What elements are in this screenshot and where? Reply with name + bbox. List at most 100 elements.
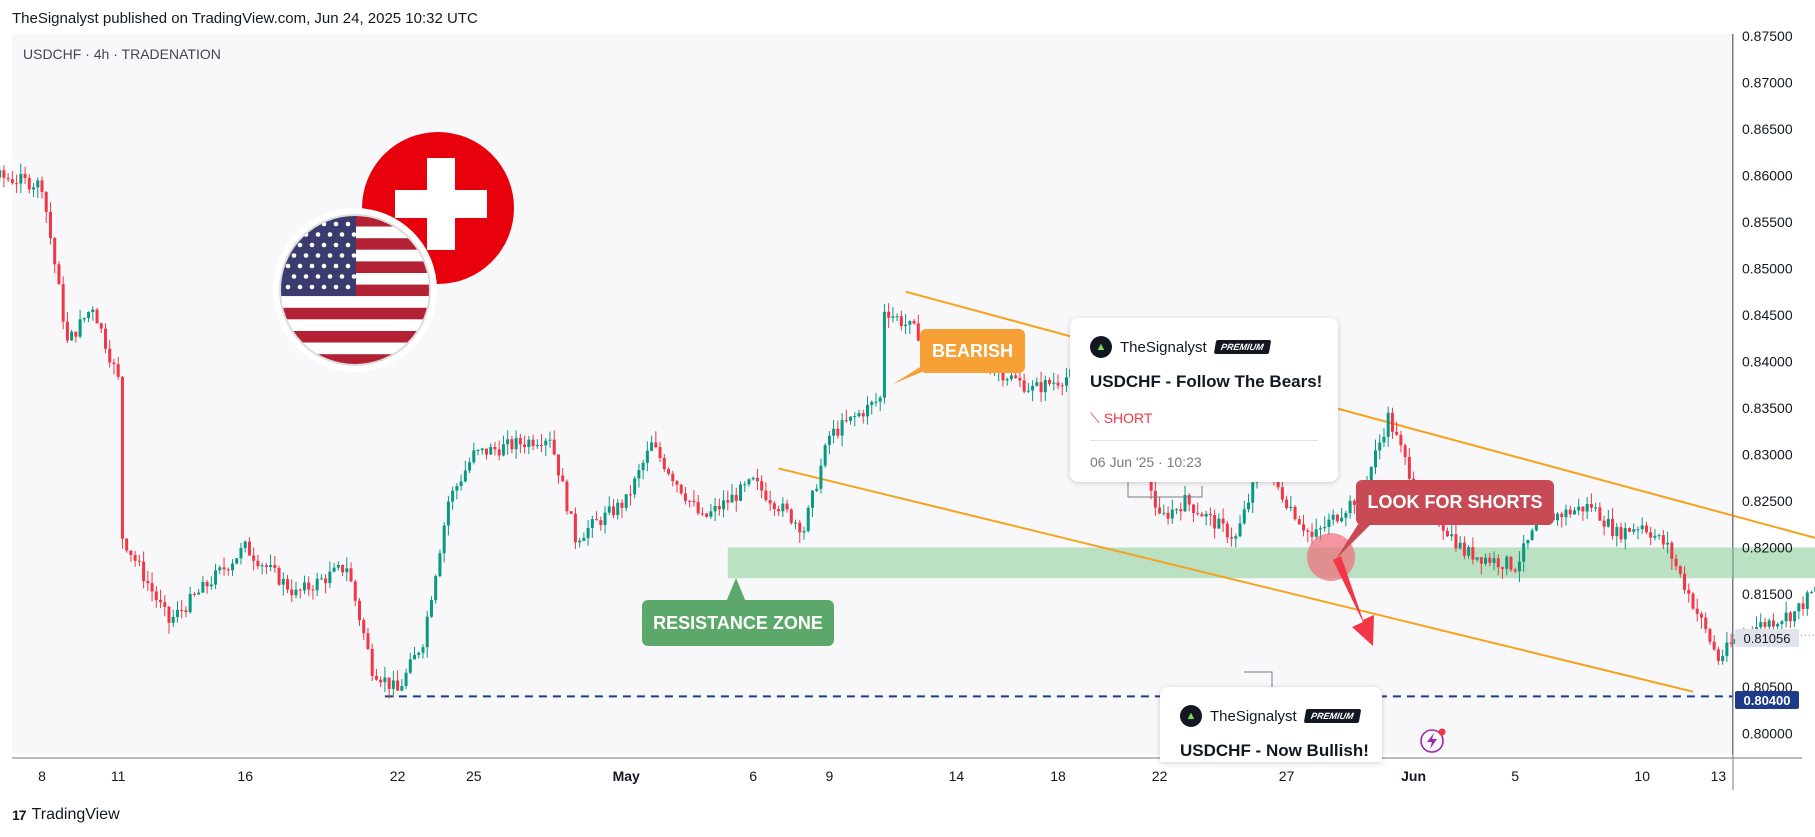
candle-body: [1407, 457, 1411, 479]
candle-body: [810, 490, 814, 508]
candle-body: [387, 677, 391, 689]
x-tick-label: 10: [1634, 768, 1650, 784]
candle-body: [739, 484, 742, 501]
author-name[interactable]: TheSignalyst: [1120, 338, 1207, 356]
candle-body: [1043, 379, 1047, 393]
x-tick-label: 6: [749, 768, 757, 784]
look-for-shorts-callout[interactable]: LOOK FOR SHORTS: [1356, 480, 1554, 525]
candle-body: [586, 527, 590, 539]
candle-body: [1623, 528, 1627, 540]
footer-brand[interactable]: TradingView: [31, 806, 120, 823]
idea-author[interactable]: ▲ TheSignalyst PREMIUM: [1180, 705, 1361, 727]
candle-body: [40, 180, 44, 193]
candle-body: [311, 589, 315, 591]
candle-body: [1001, 370, 1005, 381]
short-arrow[interactable]: [1333, 556, 1374, 646]
candle-body: [269, 564, 273, 567]
candle-body: [1691, 593, 1695, 609]
candle-body: [1458, 542, 1462, 549]
flag-star: [333, 242, 339, 248]
candle-body: [1183, 494, 1187, 512]
candle-body: [472, 450, 476, 463]
tradingview-logo-icon[interactable]: 17: [12, 807, 27, 823]
candle-body: [675, 481, 679, 485]
resistance-zone[interactable]: [727, 547, 1815, 579]
card-connector: [1127, 482, 1203, 498]
candle-body: [908, 320, 912, 325]
candle-body: [645, 450, 649, 463]
candle-body: [480, 448, 484, 451]
candle-body: [832, 428, 836, 436]
candle-body: [328, 571, 332, 584]
candle-body: [734, 494, 738, 501]
candle-body: [1666, 542, 1670, 545]
idea-author[interactable]: ▲ TheSignalyst PREMIUM: [1090, 336, 1271, 358]
candle-body: [1064, 377, 1068, 386]
x-tick-label: 11: [111, 768, 126, 784]
candle-body: [1522, 543, 1526, 562]
candle-body: [1323, 527, 1327, 529]
candle-body: [1810, 591, 1814, 593]
symbol-legend[interactable]: USDCHF · 4h · TRADENATION: [23, 46, 221, 62]
candle-body: [1026, 390, 1030, 392]
chart-panel[interactable]: [12, 34, 1732, 754]
candle-body: [1556, 513, 1560, 521]
candle-body: [104, 328, 107, 349]
author-name[interactable]: TheSignalyst: [1210, 707, 1297, 725]
flag-star: [285, 263, 291, 269]
candle-body: [1399, 434, 1403, 446]
candle-body: [243, 541, 247, 549]
candle-body: [341, 564, 345, 573]
candle-body: [489, 446, 493, 455]
candle-body: [1653, 535, 1657, 538]
candle-body: [197, 592, 201, 595]
candle-body: [1805, 592, 1809, 609]
channel-lower-line[interactable]: [778, 467, 1694, 693]
candle-body: [1060, 385, 1064, 387]
idea-card-now-bullish[interactable]: ▲ TheSignalyst PREMIUM USDCHF - Now Bull…: [1160, 687, 1382, 762]
candle-body: [789, 509, 793, 523]
flag-star: [327, 232, 333, 237]
candle-body: [1649, 532, 1653, 538]
resistance-zone-callout[interactable]: RESISTANCE ZONE: [642, 600, 834, 646]
candle-body: [497, 449, 501, 456]
flag-star: [327, 253, 333, 258]
candle-body: [273, 564, 277, 568]
candle-body: [1763, 622, 1767, 627]
candle-body: [857, 413, 861, 417]
candle-body: [1678, 566, 1682, 574]
candle-body: [99, 323, 103, 329]
candle-body: [1208, 513, 1212, 515]
lightning-icon[interactable]: [1418, 726, 1448, 756]
candle-body: [277, 567, 281, 585]
flag-star: [333, 221, 339, 227]
idea-card-follow-bears[interactable]: ▲ TheSignalyst PREMIUM USDCHF - Follow T…: [1070, 318, 1338, 482]
candle-body: [777, 509, 781, 512]
candle-body: [1450, 534, 1454, 537]
resistance-callout-pointer: [726, 578, 746, 602]
candle-body: [1517, 561, 1521, 572]
candle-body: [468, 462, 472, 471]
candle-body: [823, 445, 827, 466]
flag-star: [297, 284, 303, 290]
candle-body: [1462, 542, 1466, 556]
bearish-callout[interactable]: BEARISH: [920, 329, 1025, 373]
candle-body: [294, 589, 298, 596]
candle-body: [391, 680, 395, 689]
author-logo-icon: ▲: [1180, 705, 1202, 727]
bearish-callout-pointer: [893, 362, 946, 384]
flag-stripe: [280, 342, 430, 355]
candle-body: [688, 500, 692, 502]
idea-title[interactable]: USDCHF - Now Bullish!: [1180, 741, 1369, 760]
flag-star: [315, 253, 321, 258]
card-divider: [1090, 440, 1318, 441]
y-tick-label: 0.86000: [1742, 167, 1793, 183]
idea-title[interactable]: USDCHF - Follow The Bears!: [1090, 372, 1323, 391]
candle-body: [442, 525, 446, 554]
candle-body: [65, 321, 69, 341]
candle-body: [87, 312, 91, 319]
candle-body: [53, 238, 57, 265]
candle-body: [370, 648, 374, 676]
candle-body: [599, 520, 603, 526]
